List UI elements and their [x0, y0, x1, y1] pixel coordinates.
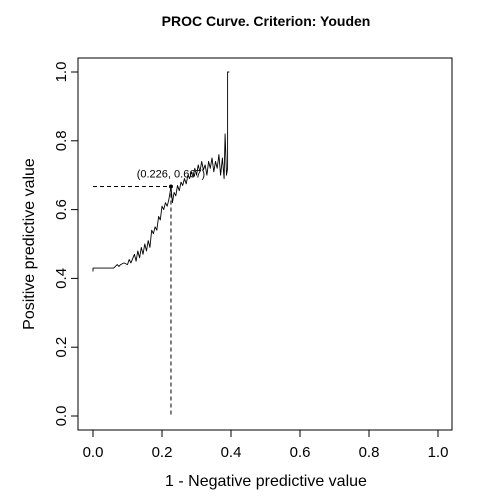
- optimal-point-marker: [168, 184, 173, 189]
- y-tick-label: 0.6: [53, 199, 70, 220]
- x-tick-label: 0.8: [359, 444, 380, 461]
- x-tick-label: 1.0: [428, 444, 449, 461]
- optimal-point-label: (0.226, 0.667): [137, 169, 206, 181]
- y-tick-label: 0.4: [53, 268, 70, 289]
- chart-title: PROC Curve. Criterion: Youden: [162, 13, 371, 29]
- x-tick-label: 0.4: [221, 444, 242, 461]
- x-tick-label: 0.2: [152, 444, 173, 461]
- x-axis: 0.0 0.2 0.4 0.6 0.8 1.0: [83, 430, 449, 461]
- y-axis-label: Positive predictive value: [21, 158, 38, 330]
- y-axis: 0.0 0.2 0.4 0.6 0.8 1.0: [53, 62, 78, 427]
- x-tick-label: 0.0: [83, 444, 104, 461]
- x-tick-label: 0.6: [290, 444, 311, 461]
- y-tick-label: 0.0: [53, 406, 70, 427]
- x-axis-label: 1 - Negative predictive value: [165, 473, 367, 490]
- optimal-point-layer: (0.226, 0.667): [137, 169, 206, 189]
- optimal-point-guides: [93, 186, 172, 416]
- plot-frame: [77, 57, 453, 431]
- y-tick-label: 0.8: [53, 130, 70, 151]
- y-tick-label: 1.0: [53, 62, 70, 83]
- y-tick-label: 0.2: [53, 337, 70, 358]
